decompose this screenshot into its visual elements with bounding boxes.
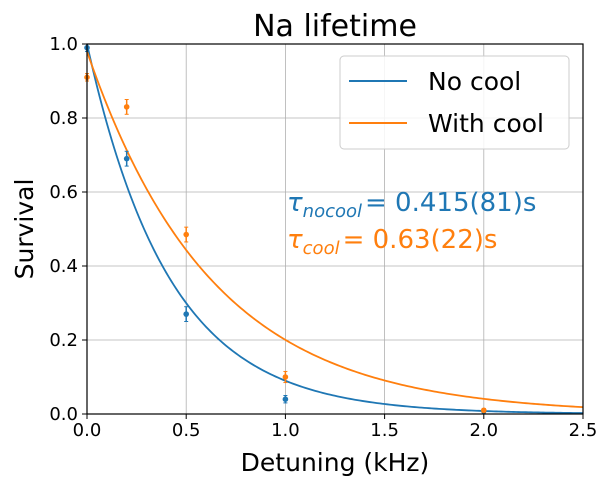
x-tick-label: 1.5 [370,420,399,441]
data-point-with-cool [123,104,130,110]
y-tick-label: 0.0 [49,404,78,425]
fit-curves [86,43,584,414]
data-point-no-cool [123,155,130,162]
y-tick-label: 0.6 [49,182,78,203]
tau-subscript: nocool [303,201,362,222]
data-point-with-cool [282,374,289,380]
x-axis-ticks: 0.0 0.5 1.0 1.5 2.0 2.5 [73,414,598,441]
chart-title: Na lifetime [253,9,417,44]
data-point-no-cool [183,311,189,317]
tau-annotation-with-cool: τcool = 0.63(22)s [287,225,497,259]
tau-value: = 0.63(22)s [343,225,498,255]
plot-frame [86,43,584,415]
x-tick-label: 0.0 [73,420,102,441]
tau-value: = 0.415(81)s [365,188,536,218]
legend: No cool With cool [339,55,570,150]
legend-box [339,55,570,150]
tau-subscript: cool [303,238,340,259]
x-tick-label: 2.0 [469,420,498,441]
legend-label-no-cool: No cool [428,67,521,96]
fit-curve-no-cool [86,43,584,414]
tau-symbol: τ [287,188,303,218]
y-tick-label: 1.0 [49,34,78,55]
x-tick-label: 2.5 [569,420,598,441]
x-tick-label: 0.5 [172,420,201,441]
data-point-with-cool [481,407,487,414]
x-tick-label: 1.0 [271,420,300,441]
tau-annotation-no-cool: τnocool = 0.415(81)s [287,188,536,222]
y-tick-label: 0.2 [49,330,78,351]
x-axis-label: Detuning (kHz) [241,448,430,477]
y-tick-label: 0.4 [49,256,78,277]
legend-label-with-cool: With cool [428,109,544,138]
fit-curve-with-cool [86,51,584,409]
data-point-no-cool [282,396,289,403]
y-axis-label: Survival [10,179,39,280]
y-tick-label: 0.8 [49,108,78,129]
data-point-with-cool [183,231,189,238]
tau-symbol: τ [287,225,303,255]
y-axis-ticks: 0.0 0.2 0.4 0.6 0.8 1.0 [49,34,87,425]
